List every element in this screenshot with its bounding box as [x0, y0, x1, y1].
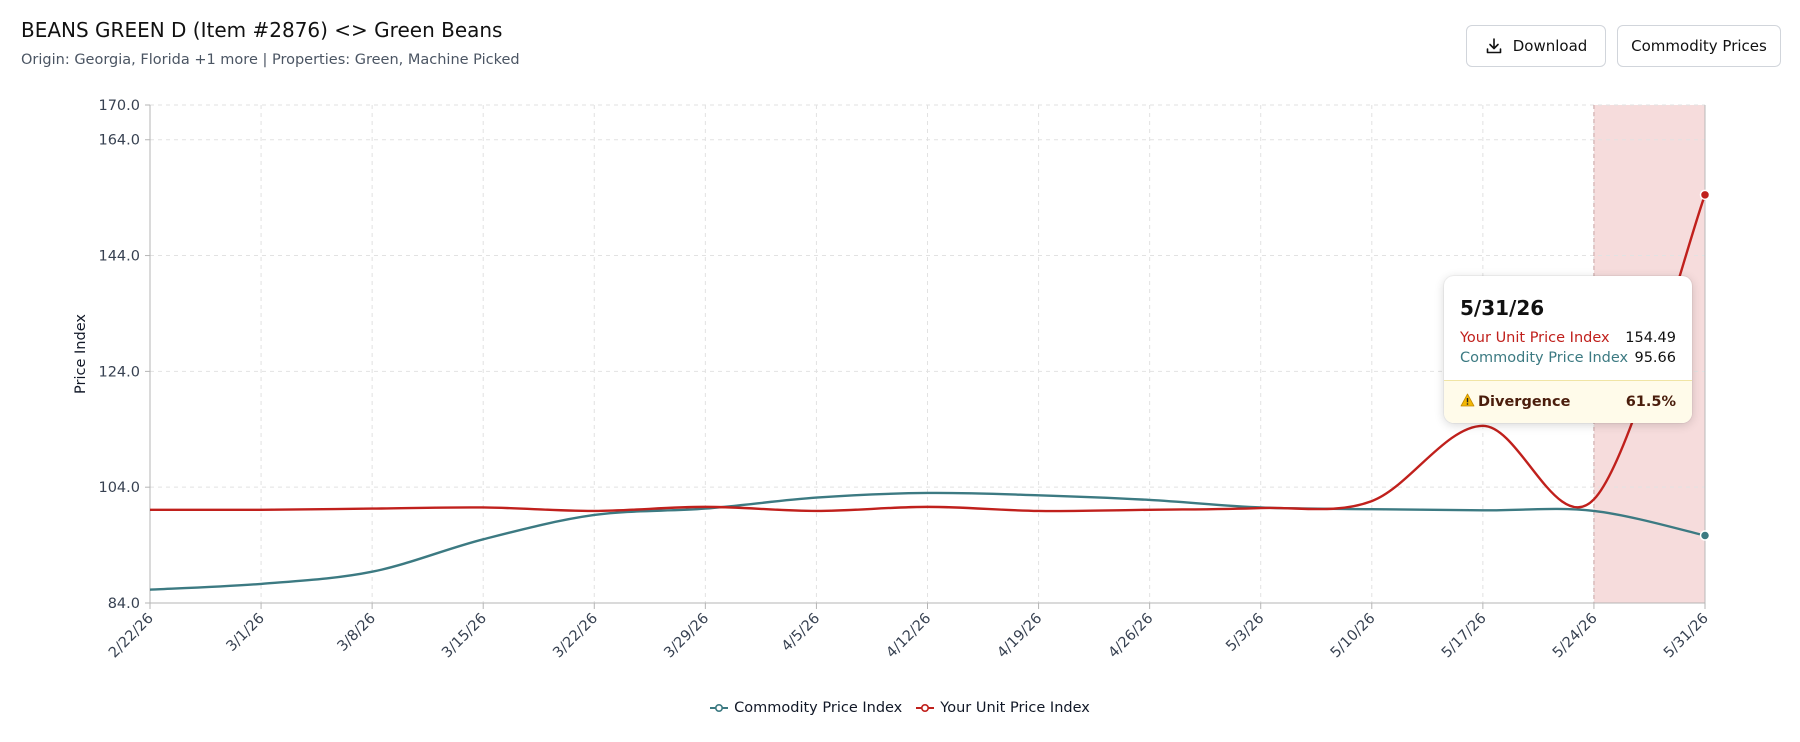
x-tick-label: 4/5/26 [779, 611, 823, 655]
x-tick-label: 4/26/26 [1106, 611, 1157, 662]
y-tick-label: 164.0 [98, 133, 140, 149]
x-tick-label: 3/15/26 [439, 611, 490, 662]
legend-item-unit[interactable]: Your Unit Price Index [916, 700, 1090, 716]
y-tick-label: 84.0 [108, 596, 140, 612]
tooltip-date: 5/31/26 [1460, 296, 1545, 320]
x-tick-label: 5/17/26 [1439, 611, 1490, 662]
download-button[interactable]: Download [1466, 25, 1606, 67]
series-line-commodity [149, 491, 1706, 591]
page-title: BEANS GREEN D (Item #2876) <> Green Bean… [21, 18, 503, 42]
tooltip-value-commodity: 95.66 [1634, 350, 1676, 366]
data-point-commodity [1699, 530, 1711, 541]
download-button-label: Download [1512, 37, 1588, 55]
tooltip-divergence: Divergence 61.5% [1444, 380, 1692, 423]
x-tick-label: 5/31/26 [1661, 611, 1712, 662]
chart-tooltip: 5/31/26 Your Unit Price Index 154.49 Com… [1444, 276, 1692, 423]
x-tick-label: 5/10/26 [1328, 611, 1379, 662]
unit-legend-icon [916, 703, 935, 713]
y-tick-label: 124.0 [98, 364, 140, 380]
x-tick-label: 3/29/26 [661, 611, 712, 662]
x-tick-label: 4/12/26 [883, 611, 934, 662]
tooltip-row-unit: Your Unit Price Index 154.49 [1444, 330, 1692, 346]
y-tick-label: 144.0 [98, 249, 140, 265]
series-line-unit [149, 194, 1707, 513]
divergence-label: Divergence [1478, 394, 1571, 410]
commodity-prices-button[interactable]: Commodity Prices [1617, 25, 1781, 67]
x-tick-label: 2/22/26 [106, 611, 157, 662]
toolbar: Download Commodity Prices [1466, 25, 1781, 67]
x-tick-label: 5/24/26 [1550, 611, 1601, 662]
data-point-unit [1699, 189, 1711, 201]
divergence-value: 61.5% [1625, 394, 1676, 410]
y-tick-label: 170.0 [98, 98, 140, 114]
legend-label-unit: Your Unit Price Index [940, 700, 1090, 716]
tooltip-label-unit: Your Unit Price Index [1460, 330, 1610, 346]
tooltip-label-commodity: Commodity Price Index [1460, 350, 1629, 366]
chart-legend: Commodity Price Index Your Unit Price In… [0, 700, 1800, 716]
download-icon [1485, 37, 1503, 55]
x-tick-label: 4/19/26 [995, 611, 1046, 662]
commodity-legend-icon [710, 703, 729, 713]
y-tick-label: 104.0 [98, 480, 140, 496]
page-subtitle: Origin: Georgia, Florida +1 more | Prope… [21, 52, 520, 68]
header: BEANS GREEN D (Item #2876) <> Green Bean… [21, 18, 520, 68]
legend-label-commodity: Commodity Price Index [734, 700, 903, 716]
x-tick-label: 3/1/26 [224, 611, 268, 655]
legend-item-commodity[interactable]: Commodity Price Index [710, 700, 902, 716]
x-tick-label: 5/3/26 [1223, 611, 1267, 655]
tooltip-value-unit: 154.49 [1625, 330, 1676, 346]
warning-icon [1460, 393, 1475, 411]
x-tick-label: 3/22/26 [550, 611, 601, 662]
x-tick-label: 3/8/26 [335, 611, 379, 655]
y-axis-label: Price Index [73, 314, 89, 394]
tooltip-row-commodity: Commodity Price Index 95.66 [1444, 350, 1692, 366]
